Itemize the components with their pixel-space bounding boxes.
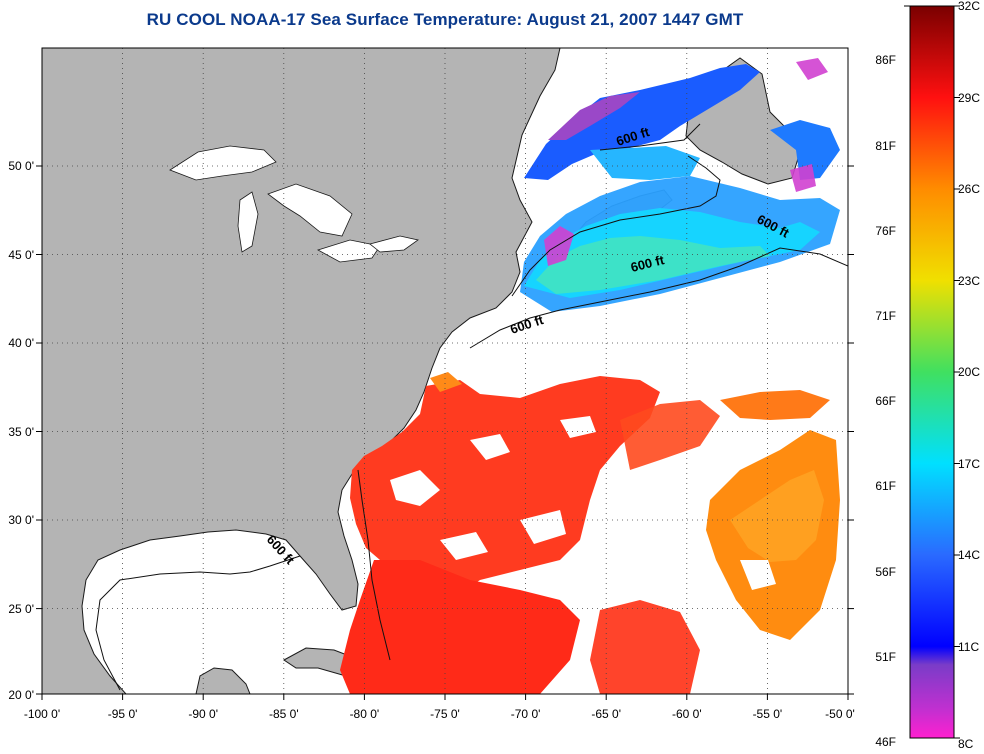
lon-tick-label: -80 0' <box>350 707 380 721</box>
lat-tick-label: 35 0' <box>8 425 34 439</box>
colorbar-fahrenheit-tick: 61F <box>875 479 896 493</box>
figure-title: RU COOL NOAA-17 Sea Surface Temperature:… <box>146 10 744 29</box>
latitude-axis: 20 0' 25 0' 30 0' 35 0' 40 0' 45 0' 50 0… <box>8 159 854 702</box>
sst-colorbar: 32C 29C 26C 23C 20C 17C 14C 11C 8C 86F 8… <box>875 0 980 751</box>
colorbar-fahrenheit-tick: 51F <box>875 650 896 664</box>
colorbar-celsius-tick: 17C <box>958 457 980 471</box>
lon-tick-label: -90 0' <box>188 707 218 721</box>
colorbar-fahrenheit-tick: 46F <box>875 735 896 749</box>
isobath-600ft <box>95 123 848 691</box>
colorbar-celsius-tick: 23C <box>958 274 980 288</box>
colorbar-celsius-tick: 11C <box>958 640 979 654</box>
lon-tick-label: -85 0' <box>269 707 299 721</box>
lon-tick-label: -55 0' <box>753 707 783 721</box>
lat-tick-label: 20 0' <box>8 688 34 702</box>
lon-tick-label: -100 0' <box>24 707 60 721</box>
lon-tick-label: -60 0' <box>672 707 702 721</box>
lat-tick-label: 40 0' <box>8 336 34 350</box>
lat-tick-label: 30 0' <box>8 513 34 527</box>
colorbar-celsius-tick: 14C <box>958 548 980 562</box>
lon-tick-label: -50 0' <box>825 707 855 721</box>
lon-tick-label: -95 0' <box>108 707 138 721</box>
colorbar-fahrenheit-tick: 71F <box>875 309 896 323</box>
lon-tick-label: -75 0' <box>430 707 460 721</box>
lat-tick-label: 25 0' <box>8 602 34 616</box>
colorbar-fahrenheit-tick: 81F <box>875 139 896 153</box>
colorbar-celsius-tick: 26C <box>958 182 980 196</box>
colorbar-celsius-tick: 20C <box>958 365 980 379</box>
colorbar-fahrenheit-tick: 76F <box>875 224 896 238</box>
colorbar-fahrenheit-tick: 66F <box>875 394 896 408</box>
lat-tick-label: 45 0' <box>8 248 34 262</box>
great-lakes <box>169 145 419 263</box>
colorbar-fahrenheit-tick: 86F <box>875 53 896 67</box>
lon-tick-label: -65 0' <box>591 707 621 721</box>
sst-south-warm <box>340 372 840 694</box>
colorbar-celsius-tick: 29C <box>958 91 980 105</box>
colorbar-celsius-tick: 32C <box>958 0 980 13</box>
colorbar-fahrenheit-tick: 56F <box>875 565 896 579</box>
longitude-axis: -100 0' -95 0' -90 0' -85 0' -80 0' -75 … <box>24 694 855 721</box>
colorbar-gradient <box>909 5 955 739</box>
lat-tick-label: 50 0' <box>8 159 34 173</box>
lon-tick-label: -70 0' <box>511 707 541 721</box>
colorbar-celsius-tick: 8C <box>958 737 974 751</box>
land-north-america <box>42 48 561 694</box>
land-yucatan <box>195 667 251 694</box>
sst-north-band <box>520 58 840 312</box>
